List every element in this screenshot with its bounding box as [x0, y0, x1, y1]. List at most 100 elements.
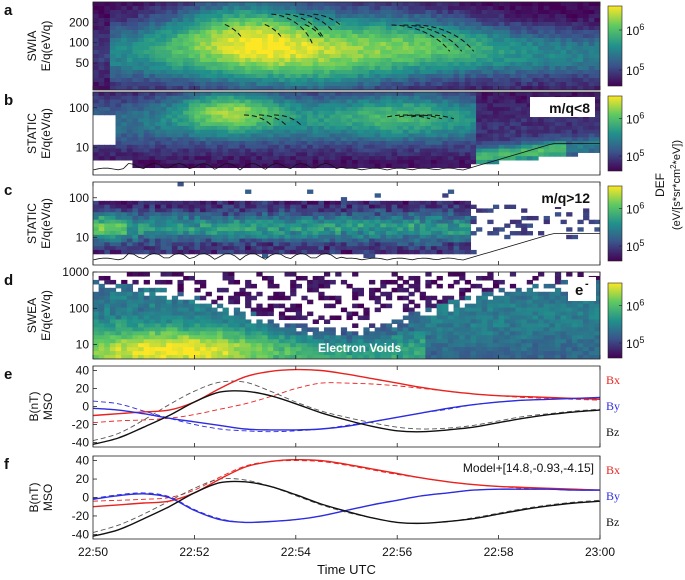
- heatmap-cell: [543, 18, 550, 23]
- heatmap-cell: [487, 219, 494, 225]
- heatmap-cell: [470, 204, 477, 210]
- heatmap-cell: [104, 26, 111, 31]
- heatmap-cell: [211, 227, 218, 232]
- heatmap-cell: [369, 18, 376, 23]
- heatmap-cell: [374, 78, 381, 83]
- heatmap-cell: [408, 34, 415, 39]
- heatmap-cell: [408, 22, 415, 27]
- heatmap-cell: [312, 30, 319, 35]
- heatmap-cell: [391, 249, 398, 255]
- heatmap-cell: [307, 212, 314, 217]
- heatmap-cell: [374, 42, 381, 47]
- heatmap-cell: [126, 148, 134, 153]
- heatmap-cell: [357, 137, 364, 142]
- heatmap-cell: [419, 103, 426, 108]
- heatmap-cell: [560, 50, 567, 55]
- heatmap-cell: [447, 54, 455, 59]
- heatmap-cell: [363, 46, 370, 51]
- heatmap-cell: [267, 6, 274, 11]
- heatmap-cell: [160, 355, 167, 359]
- heatmap-cell: [166, 22, 173, 27]
- heatmap-cell: [385, 10, 393, 15]
- heatmap-cell: [121, 327, 128, 332]
- heatmap-cell: [566, 14, 573, 19]
- heatmap-cell: [408, 200, 415, 206]
- heatmap-cell: [498, 125, 505, 131]
- heatmap-cell: [374, 249, 381, 255]
- heatmap-cell: [369, 99, 376, 104]
- heatmap-cell: [487, 125, 494, 131]
- heatmap-cell: [228, 227, 235, 232]
- heatmap-cell: [374, 193, 381, 198]
- heatmap-cell: [98, 351, 105, 356]
- heatmap-cell: [233, 62, 241, 67]
- heatmap-cell: [228, 74, 235, 79]
- heatmap-cell: [154, 307, 162, 313]
- heatmap-cell: [154, 331, 162, 336]
- heatmap-cell: [273, 125, 280, 131]
- heatmap-cell: [301, 234, 308, 240]
- heatmap-cell: [566, 6, 573, 11]
- heatmap-cell: [419, 74, 426, 79]
- heatmap-cell: [425, 99, 432, 104]
- heatmap-cell: [436, 86, 443, 90]
- heatmap-cell: [109, 242, 117, 247]
- heatmap-cell: [414, 82, 421, 87]
- heatmap-cell: [183, 331, 190, 336]
- heatmap-cell: [515, 219, 522, 225]
- heatmap-cell: [425, 50, 432, 55]
- heatmap-cell: [160, 133, 167, 138]
- heatmap-cell: [216, 107, 224, 112]
- heatmap-cell: [335, 78, 342, 83]
- heatmap-cell: [391, 99, 398, 104]
- heatmap-cell: [464, 208, 472, 213]
- heatmap-cell: [346, 95, 353, 101]
- heatmap-cell: [402, 141, 410, 146]
- heatmap-cell: [340, 246, 348, 251]
- heatmap-cell: [357, 58, 364, 63]
- heatmap-cell: [492, 92, 500, 97]
- heatmap-cell: [453, 219, 460, 225]
- heatmap-cell: [211, 10, 218, 15]
- heatmap-cell: [329, 107, 336, 112]
- heatmap-cell: [222, 152, 229, 157]
- heatmap-cell: [104, 46, 111, 51]
- heatmap-cell: [476, 42, 483, 47]
- heatmap-cell: [391, 34, 398, 39]
- heatmap-cell: [166, 234, 173, 240]
- heatmap-cell: [177, 163, 184, 169]
- heatmap-cell: [352, 125, 359, 131]
- heatmap-cell: [476, 54, 483, 59]
- heatmap-cell: [521, 78, 528, 83]
- heatmap-cell: [121, 2, 128, 7]
- heatmap-cell: [126, 110, 134, 116]
- heatmap-cell: [583, 38, 590, 43]
- heatmap-cell: [256, 66, 263, 71]
- heatmap-cell: [442, 208, 449, 213]
- heatmap-cell: [301, 82, 308, 87]
- heatmap-cell: [312, 46, 319, 51]
- heatmap-cell: [521, 18, 528, 23]
- heatmap-cell: [554, 66, 562, 71]
- heatmap-cell: [222, 246, 229, 251]
- heatmap-cell: [211, 223, 218, 228]
- heatmap-cell: [459, 156, 466, 161]
- heatmap-cell: [132, 38, 139, 43]
- heatmap-cell: [312, 137, 319, 142]
- heatmap-cell: [93, 219, 100, 225]
- heatmap-cell: [132, 246, 139, 251]
- heatmap-cell: [295, 223, 303, 228]
- heatmap-cell: [307, 30, 314, 35]
- heatmap-cell: [183, 129, 190, 135]
- heatmap-cell: [98, 331, 105, 336]
- heatmap-cell: [385, 148, 393, 153]
- heatmap-cell: [138, 110, 145, 116]
- heatmap-cell: [132, 144, 139, 150]
- heatmap-cell: [109, 74, 117, 79]
- heatmap-cell: [453, 92, 460, 97]
- heatmap-cell: [205, 30, 212, 35]
- heatmap-cell: [121, 246, 128, 251]
- heatmap-cell: [126, 299, 134, 305]
- heatmap-cell: [459, 62, 466, 67]
- heatmap-cell: [543, 54, 550, 59]
